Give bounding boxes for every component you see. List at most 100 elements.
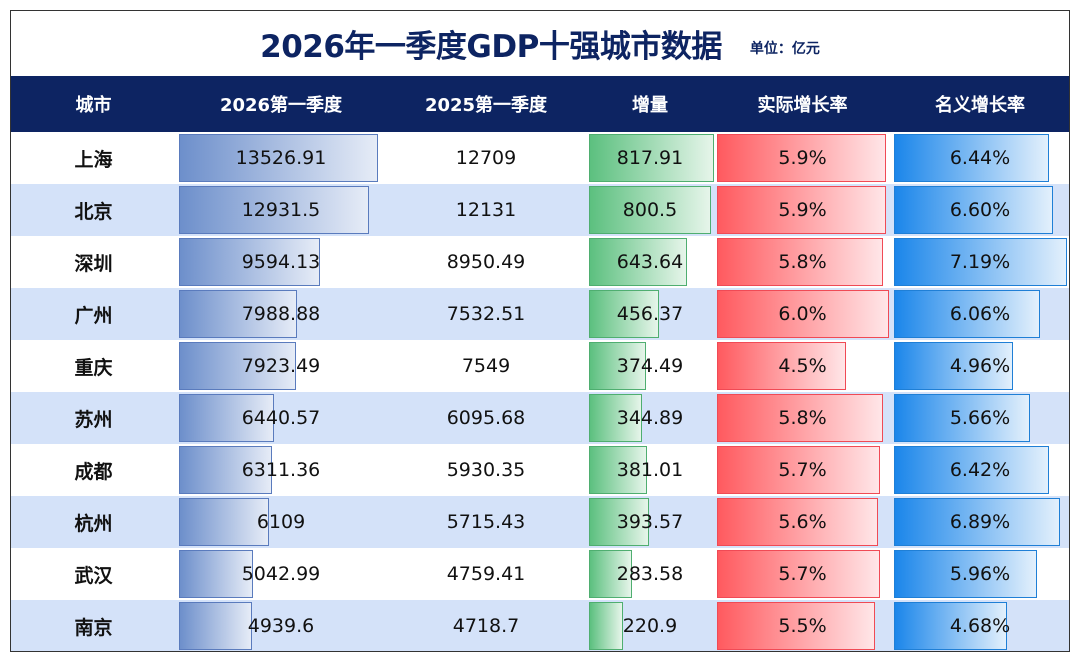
table-row: 重庆 7923.49 7549 374.49 4.5% 4.96% (11, 340, 1069, 392)
cell-city: 成都 (74, 460, 113, 483)
data-bar-nominal-growth (894, 602, 1007, 650)
value-q1-2026: 13526.91 (235, 147, 327, 169)
value-real-growth: 5.9% (778, 199, 827, 221)
data-bar-increase (589, 550, 633, 598)
cell-city: 南京 (11, 600, 176, 651)
cell-q1-2025: 5715.43 (386, 496, 586, 548)
value-real-growth: 5.9% (778, 147, 827, 169)
data-bar-increase (589, 238, 688, 286)
data-bar-nominal-growth (894, 342, 1014, 390)
value-q1-2026: 9594.13 (241, 251, 321, 273)
value-nominal-growth: 5.66% (949, 407, 1011, 429)
cell-q1-2025: 6095.68 (386, 392, 586, 444)
cell-real-growth: 5.9% (714, 132, 891, 184)
cell-increase: 643.64 (586, 236, 714, 288)
cell-city: 重庆 (74, 356, 113, 379)
value-increase: 800.5 (622, 199, 678, 221)
data-bar-increase (589, 290, 659, 338)
cell-q1-2026: 4939.6 (176, 600, 386, 651)
value-nominal-growth: 7.19% (949, 251, 1011, 273)
data-bar-increase (589, 342, 647, 390)
data-bar-nominal-growth (894, 498, 1060, 546)
data-bar-real-growth (717, 602, 875, 650)
data-bar-increase (589, 394, 642, 442)
value-q1-2025: 5930.35 (446, 459, 526, 481)
cell-q1-2025: 7532.51 (386, 288, 586, 340)
value-q1-2026: 12931.5 (241, 199, 321, 221)
unit-label: 单位：亿元 (749, 40, 820, 57)
value-q1-2026: 4939.6 (247, 615, 315, 637)
data-bar-real-growth (717, 394, 884, 442)
cell-nominal-growth: 7.19% (891, 236, 1069, 288)
cell-city: 苏州 (11, 392, 176, 444)
cell-city: 武汉 (74, 564, 113, 587)
data-bar-increase (589, 446, 648, 494)
cell-real-growth: 6.0% (714, 288, 891, 340)
header-city: 城市 (11, 76, 176, 132)
cell-q1-2025: 12709 (386, 132, 586, 184)
value-nominal-growth: 6.42% (949, 459, 1011, 481)
table-header: 城市 2026第一季度 2025第一季度 增量 实际增长率 名义增长率 (11, 76, 1069, 132)
value-q1-2025: 7532.51 (446, 303, 526, 325)
title-bar: 2026年一季度GDP十强城市数据 单位：亿元 (11, 11, 1069, 76)
value-increase: 344.89 (616, 407, 684, 429)
value-q1-2025: 4718.7 (452, 615, 520, 637)
value-q1-2026: 7923.49 (241, 355, 321, 377)
data-bar-nominal-growth (894, 186, 1053, 234)
cell-city: 上海 (74, 148, 113, 171)
value-nominal-growth: 6.44% (949, 147, 1011, 169)
value-q1-2025: 12131 (455, 199, 517, 221)
cell-nominal-growth: 5.66% (891, 392, 1069, 444)
cell-increase: 817.91 (586, 132, 714, 184)
table-row: 杭州 6109 5715.43 393.57 5.6% 6.89% (11, 496, 1069, 548)
value-real-growth: 5.7% (778, 459, 827, 481)
data-bar-increase (589, 498, 650, 546)
value-increase: 283.58 (616, 563, 684, 585)
cell-q1-2026: 6109 (176, 496, 386, 548)
cell-q1-2026: 13526.91 (176, 132, 386, 184)
cell-q1-2026: 7923.49 (176, 340, 386, 392)
data-bar-q1-2026 (179, 238, 321, 286)
cell-increase: 283.58 (586, 548, 714, 600)
table-row: 广州 7988.88 7532.51 456.37 6.0% 6.06% (11, 288, 1069, 340)
data-bar-q1-2026 (179, 498, 269, 546)
value-nominal-growth: 4.96% (949, 355, 1011, 377)
cell-nominal-growth: 4.96% (891, 340, 1069, 392)
data-bar-q1-2026 (179, 186, 370, 234)
value-real-growth: 5.8% (778, 251, 827, 273)
cell-increase: 800.5 (586, 184, 714, 236)
data-bar-increase (589, 186, 712, 234)
cell-q1-2026: 12931.5 (176, 184, 386, 236)
header-q1-2026: 2026第一季度 (176, 76, 386, 132)
value-q1-2025: 7549 (461, 355, 511, 377)
cell-q1-2025: 4718.7 (386, 600, 586, 651)
cell-city: 深圳 (74, 252, 113, 275)
cell-q1-2025: 7549 (386, 340, 586, 392)
value-increase: 643.64 (616, 251, 684, 273)
value-nominal-growth: 6.06% (949, 303, 1011, 325)
data-bar-real-growth (717, 446, 881, 494)
value-increase: 220.9 (622, 615, 678, 637)
value-nominal-growth: 4.68% (949, 615, 1011, 637)
page-title: 2026年一季度GDP十强城市数据 (260, 29, 722, 65)
cell-q1-2025: 5930.35 (386, 444, 586, 496)
table-row: 北京 12931.5 12131 800.5 5.9% 6.60% (11, 184, 1069, 236)
cell-nominal-growth: 6.06% (891, 288, 1069, 340)
data-bar-nominal-growth (894, 446, 1049, 494)
value-real-growth: 5.6% (778, 511, 827, 533)
value-q1-2025: 12709 (455, 147, 517, 169)
data-bar-real-growth (717, 342, 846, 390)
data-bar-nominal-growth (894, 290, 1040, 338)
cell-q1-2026: 6311.36 (176, 444, 386, 496)
value-q1-2026: 5042.99 (241, 563, 321, 585)
data-bar-real-growth (717, 134, 887, 182)
cell-q1-2026: 5042.99 (176, 548, 386, 600)
cell-q1-2026: 7988.88 (176, 288, 386, 340)
value-q1-2025: 8950.49 (446, 251, 526, 273)
data-bar-real-growth (717, 550, 881, 598)
value-nominal-growth: 5.96% (949, 563, 1011, 585)
cell-real-growth: 5.9% (714, 184, 891, 236)
header-q1-2025: 2025第一季度 (386, 76, 586, 132)
table-row: 成都 6311.36 5930.35 381.01 5.7% 6.42% (11, 444, 1069, 496)
data-bar-q1-2026 (179, 550, 254, 598)
